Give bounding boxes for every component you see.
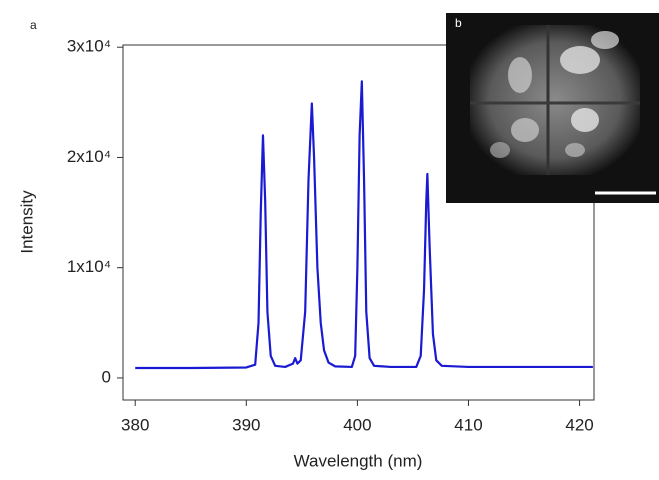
y-tick-label: 1x10⁴	[67, 257, 111, 276]
panel-label: a	[30, 18, 37, 32]
y-tick-label: 2x10⁴	[67, 147, 111, 166]
spectrum-line	[135, 80, 593, 370]
inset-image	[446, 13, 659, 203]
y-axis-label: Intensity	[17, 190, 36, 254]
x-tick-label: 400	[343, 415, 371, 434]
x-tick-label: 420	[565, 415, 593, 434]
y-tick-label: 0	[102, 367, 111, 386]
plot-frame	[122, 44, 595, 401]
panel-label: b	[455, 16, 462, 30]
y-tick-label: 3x10⁴	[67, 37, 111, 56]
x-tick-label: 390	[232, 415, 260, 434]
x-tick-label: 410	[454, 415, 482, 434]
x-tick-label: 380	[121, 415, 149, 434]
x-axis-label: Wavelength (nm)	[294, 451, 423, 470]
